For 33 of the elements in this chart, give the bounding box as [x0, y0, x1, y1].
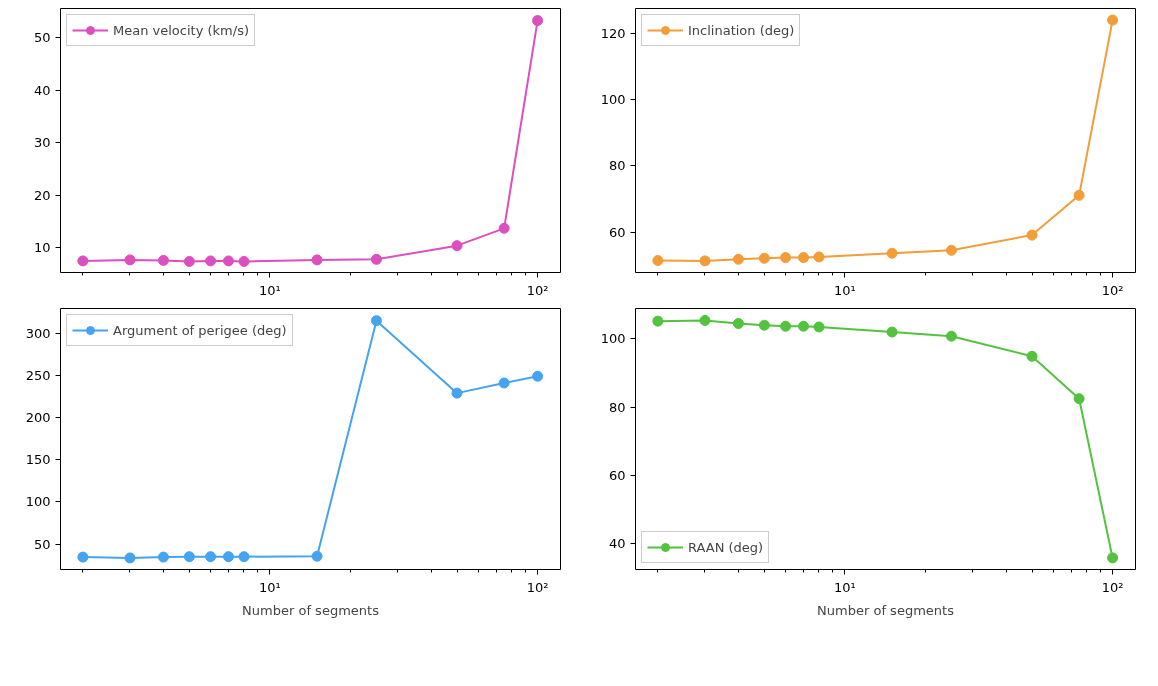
x-tick-label: 10¹: [834, 579, 856, 595]
x-tick-label: 10²: [526, 282, 549, 298]
x-tick-label: 10¹: [834, 282, 856, 298]
y-tick-label: 100: [25, 494, 51, 510]
y-tick-label: 120: [600, 25, 626, 41]
y-tick-label: 50: [33, 536, 51, 552]
legend-label: RAAN (deg): [688, 539, 764, 555]
y-tick-label: 200: [25, 410, 51, 426]
y-tick-label: 30: [33, 135, 51, 151]
y-tick-label: 300: [25, 325, 51, 341]
y-tick-label: 100: [600, 92, 626, 108]
x-tick-label: 10¹: [259, 579, 281, 595]
y-tick-label: 80: [608, 399, 626, 415]
y-tick-label: 80: [608, 158, 626, 174]
y-tick-label: 40: [33, 82, 51, 98]
y-tick-label: 250: [25, 367, 51, 383]
x-tick-label: 10²: [1101, 579, 1124, 595]
y-tick-label: 40: [608, 536, 626, 552]
legend-label: Mean velocity (km/s): [113, 22, 249, 38]
y-tick-label: 100: [600, 331, 626, 347]
y-tick-label: 60: [608, 468, 626, 484]
x-axis-title: Number of segments: [242, 602, 380, 618]
y-tick-label: 20: [33, 187, 51, 203]
y-tick-label: 60: [608, 224, 626, 240]
y-tick-label: 10: [33, 240, 51, 256]
legend-label: Argument of perigee (deg): [113, 322, 287, 338]
x-tick-label: 10²: [526, 579, 549, 595]
x-tick-label: 10¹: [259, 282, 281, 298]
y-tick-label: 50: [33, 29, 51, 45]
legend-label: Inclination (deg): [688, 22, 795, 38]
x-axis-title: Number of segments: [817, 602, 955, 618]
y-tick-label: 150: [25, 452, 51, 468]
x-tick-label: 10²: [1101, 282, 1124, 298]
